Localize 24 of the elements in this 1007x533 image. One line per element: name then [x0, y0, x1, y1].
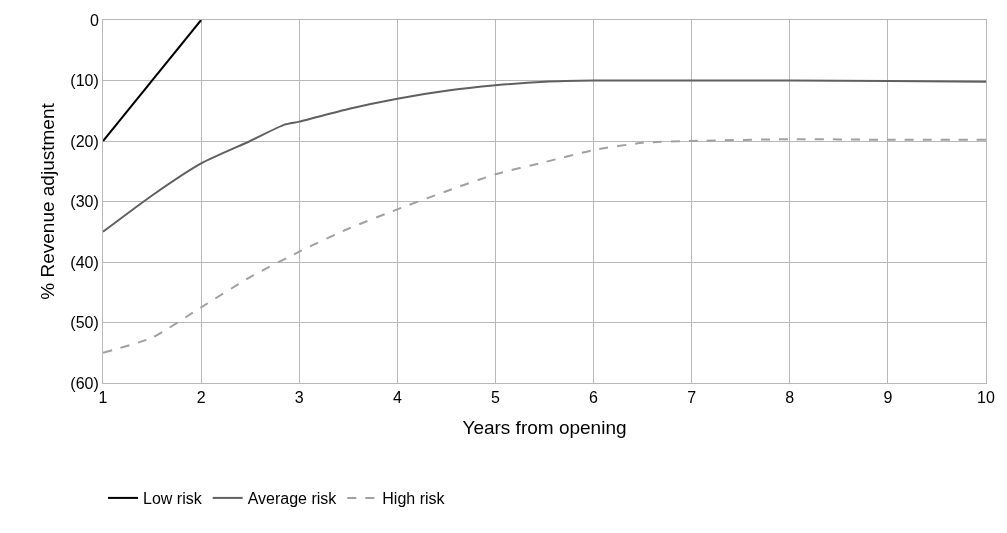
x-tick-label: 5 — [490, 389, 500, 407]
x-tick-label: 2 — [196, 389, 206, 407]
x-tick-label: 7 — [687, 389, 697, 407]
y-tick-label: (20) — [70, 132, 99, 150]
y-axis-title: % Revenue adjustment — [37, 102, 59, 300]
line-series — [103, 138, 986, 354]
x-tick-label: 1 — [98, 389, 108, 407]
legend-label: Low risk — [143, 490, 203, 508]
line-series — [103, 79, 986, 233]
x-tick-label: 6 — [589, 389, 599, 407]
y-tick-label: (60) — [70, 374, 99, 392]
y-tick-label: 0 — [89, 11, 99, 29]
x-tick-label: 10 — [977, 389, 995, 407]
legend-label: High risk — [382, 490, 446, 508]
y-tick-label: (50) — [70, 314, 99, 332]
x-tick-label: 3 — [294, 389, 304, 407]
y-tick-label: (30) — [70, 193, 99, 211]
x-tick-label: 4 — [392, 389, 402, 407]
x-tick-label: 9 — [883, 389, 893, 407]
y-tick-label: (40) — [70, 253, 99, 271]
y-tick-label: (10) — [70, 72, 99, 90]
x-axis-title: Years from opening — [462, 417, 627, 438]
x-tick-label: 8 — [785, 389, 795, 407]
legend-label: Average risk — [247, 490, 338, 508]
